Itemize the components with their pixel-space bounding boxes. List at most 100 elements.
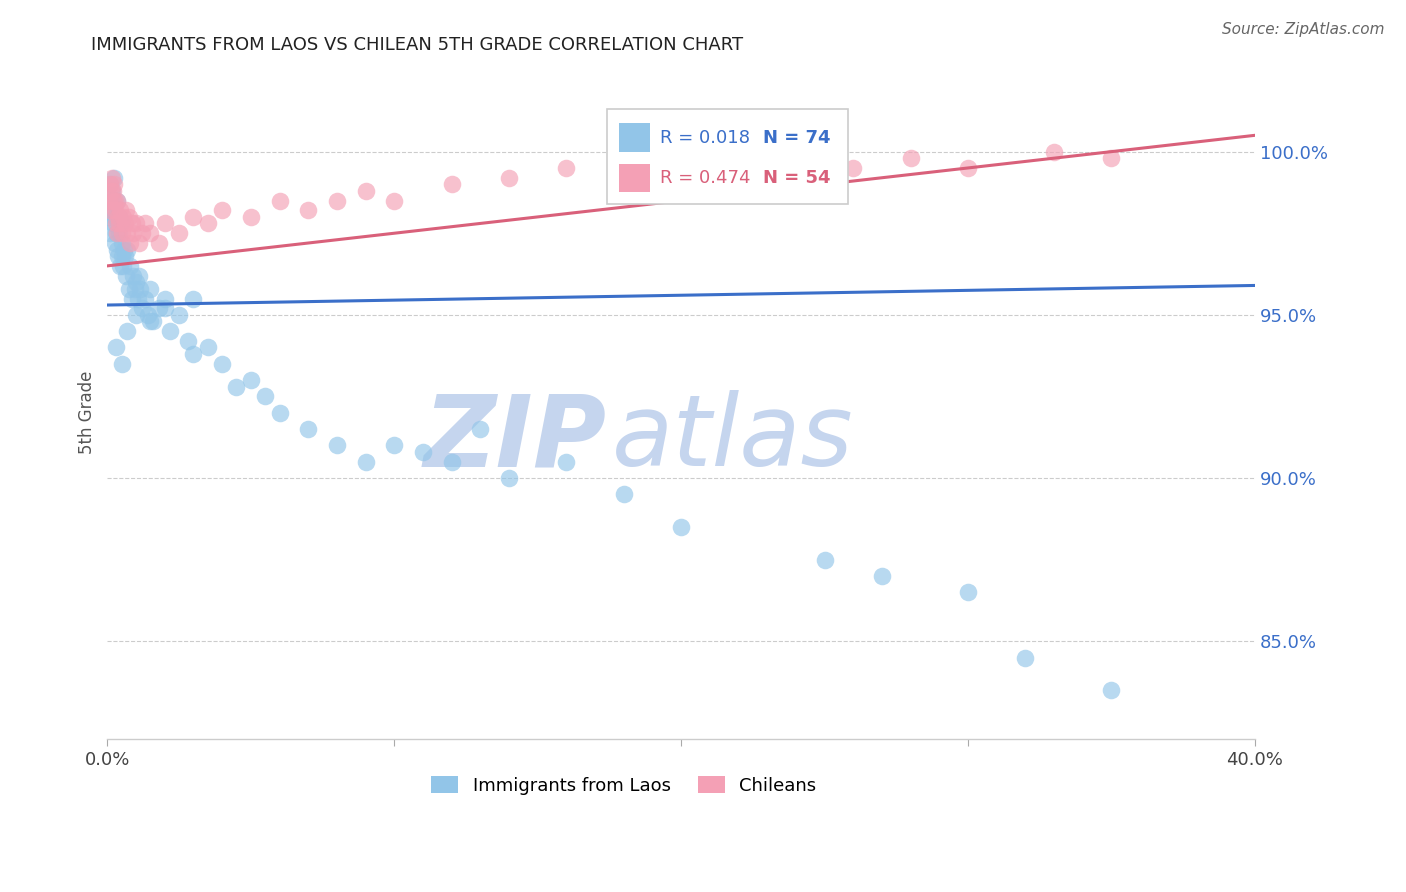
Point [100,170,122,185]
Point [555,455,578,469]
Point [1099,683,1122,698]
Point [104,226,127,240]
Point [153,292,176,306]
Point [613,170,636,185]
Point [100,184,122,198]
Point [1099,151,1122,165]
Point [211,357,233,371]
Point [105,194,128,208]
Point [120,259,142,273]
Point [107,243,129,257]
Point [101,194,124,208]
Point [131,226,153,240]
Point [117,324,139,338]
Point [159,324,181,338]
Point [183,347,205,361]
Point [211,203,233,218]
Point [103,170,125,185]
Point [121,292,143,306]
Point [107,249,129,263]
Point [114,216,136,230]
Point [111,226,134,240]
Point [98,226,121,240]
Point [153,216,176,230]
Point [139,226,162,240]
Point [111,357,134,371]
Point [498,170,520,185]
Point [297,422,319,436]
Point [107,226,129,240]
Point [97,194,120,208]
Point [1014,650,1036,665]
Point [110,216,132,230]
Point [269,194,291,208]
Point [326,438,349,452]
Point [900,151,922,165]
Point [103,203,125,218]
Point [131,301,153,316]
Point [118,282,141,296]
Point [956,161,979,175]
Point [239,210,262,224]
Y-axis label: 5th Grade: 5th Grade [79,371,96,454]
Point [117,243,139,257]
Point [98,203,121,218]
Legend: Immigrants from Laos, Chileans: Immigrants from Laos, Chileans [423,769,824,802]
Point [127,292,149,306]
Point [134,216,156,230]
Point [136,308,159,322]
Point [177,334,200,348]
Point [326,194,349,208]
Point [100,194,122,208]
Point [103,178,125,192]
Point [153,301,176,316]
Point [108,210,131,224]
Point [128,235,150,250]
Text: Source: ZipAtlas.com: Source: ZipAtlas.com [1222,22,1385,37]
Point [104,194,127,208]
Point [197,216,219,230]
Point [117,226,139,240]
Point [498,471,520,485]
Point [354,184,377,198]
Point [112,259,135,273]
Point [107,210,129,224]
Point [110,259,132,273]
Point [813,552,835,566]
Point [148,301,170,316]
Point [125,308,148,322]
Point [118,210,141,224]
Point [225,379,247,393]
Point [112,210,135,224]
Point [142,314,165,328]
Text: IMMIGRANTS FROM LAOS VS CHILEAN 5TH GRADE CORRELATION CHART: IMMIGRANTS FROM LAOS VS CHILEAN 5TH GRAD… [91,36,744,54]
Point [115,268,138,283]
Point [148,235,170,250]
Point [128,268,150,283]
Point [108,226,131,240]
Point [112,243,135,257]
Point [382,438,405,452]
Point [297,203,319,218]
Point [111,235,134,250]
Point [124,282,146,296]
Point [139,314,162,328]
Point [555,161,578,175]
Point [440,178,463,192]
Point [104,235,127,250]
Point [121,216,143,230]
Point [254,389,277,403]
Point [239,373,262,387]
Point [101,184,124,198]
Point [100,184,122,198]
Point [956,585,979,599]
Point [122,226,145,240]
Point [470,422,492,436]
Point [98,178,121,192]
Point [870,569,893,583]
Point [669,161,692,175]
Point [785,170,807,185]
Point [114,249,136,263]
Point [1043,145,1066,159]
Point [183,210,205,224]
